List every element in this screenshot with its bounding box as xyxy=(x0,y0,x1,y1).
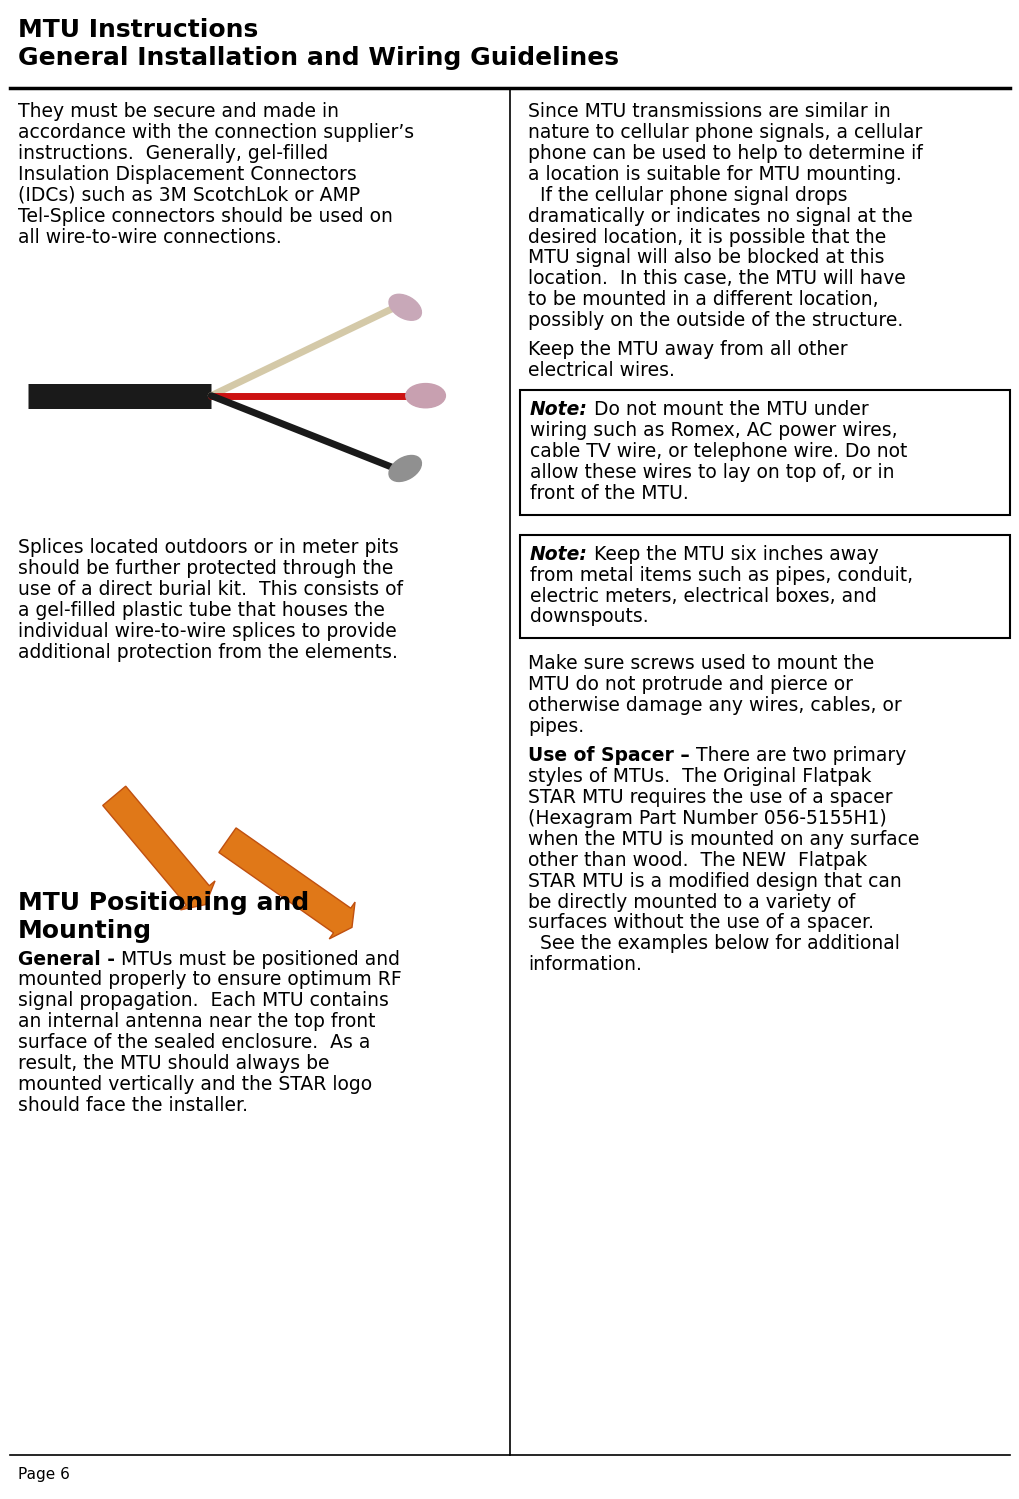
Text: individual wire-to-wire splices to provide: individual wire-to-wire splices to provi… xyxy=(18,622,396,642)
Text: They must be secure and made in: They must be secure and made in xyxy=(18,102,338,121)
Text: use of a direct burial kit.  This consists of: use of a direct burial kit. This consist… xyxy=(18,580,403,600)
Text: allow these wires to lay on top of, or in: allow these wires to lay on top of, or i… xyxy=(530,463,894,481)
Text: a gel-filled plastic tube that houses the: a gel-filled plastic tube that houses th… xyxy=(18,601,384,621)
Text: MTU Positioning and: MTU Positioning and xyxy=(18,890,309,914)
Text: be directly mounted to a variety of: be directly mounted to a variety of xyxy=(528,892,854,911)
Text: front of the MTU.: front of the MTU. xyxy=(530,484,688,502)
Text: styles of MTUs.  The Original Flatpak: styles of MTUs. The Original Flatpak xyxy=(528,767,870,785)
Text: MTUs must be positioned and: MTUs must be positioned and xyxy=(121,949,400,968)
FancyArrow shape xyxy=(219,827,355,938)
Text: accordance with the connection supplier’s: accordance with the connection supplier’… xyxy=(18,123,414,142)
Bar xyxy=(520,535,1009,639)
Text: additional protection from the elements.: additional protection from the elements. xyxy=(18,643,397,663)
Text: should face the installer.: should face the installer. xyxy=(18,1096,248,1115)
Text: MTU do not protrude and pierce or: MTU do not protrude and pierce or xyxy=(528,675,852,694)
FancyArrow shape xyxy=(103,785,215,910)
Ellipse shape xyxy=(406,384,445,408)
Text: Note:: Note: xyxy=(530,544,587,564)
Text: There are two primary: There are two primary xyxy=(696,747,906,764)
Text: should be further protected through the: should be further protected through the xyxy=(18,559,393,579)
Text: other than wood.  The NEW  Flatpak: other than wood. The NEW Flatpak xyxy=(528,850,866,869)
Text: STAR MTU is a modified design that can: STAR MTU is a modified design that can xyxy=(528,871,901,890)
Text: Since MTU transmissions are similar in: Since MTU transmissions are similar in xyxy=(528,102,890,121)
Text: Tel-Splice connectors should be used on: Tel-Splice connectors should be used on xyxy=(18,207,392,226)
Bar xyxy=(520,390,1009,514)
Ellipse shape xyxy=(388,456,421,481)
Text: possibly on the outside of the structure.: possibly on the outside of the structure… xyxy=(528,312,903,330)
Text: See the examples below for additional: See the examples below for additional xyxy=(528,934,899,953)
Text: result, the MTU should always be: result, the MTU should always be xyxy=(18,1054,329,1073)
Text: STAR MTU requires the use of a spacer: STAR MTU requires the use of a spacer xyxy=(528,788,892,806)
Text: If the cellular phone signal drops: If the cellular phone signal drops xyxy=(528,186,847,205)
Text: MTU signal will also be blocked at this: MTU signal will also be blocked at this xyxy=(528,249,883,267)
Text: desired location, it is possible that the: desired location, it is possible that th… xyxy=(528,228,886,246)
Text: Insulation Displacement Connectors: Insulation Displacement Connectors xyxy=(18,165,357,184)
Text: a location is suitable for MTU mounting.: a location is suitable for MTU mounting. xyxy=(528,165,901,184)
Text: Page 6: Page 6 xyxy=(18,1468,70,1483)
Text: surfaces without the use of a spacer.: surfaces without the use of a spacer. xyxy=(528,913,873,932)
Text: Use of Spacer –: Use of Spacer – xyxy=(528,747,696,764)
Ellipse shape xyxy=(388,294,421,321)
Text: electrical wires.: electrical wires. xyxy=(528,361,675,381)
Text: electric meters, electrical boxes, and: electric meters, electrical boxes, and xyxy=(530,586,876,606)
Text: General Installation and Wiring Guidelines: General Installation and Wiring Guidelin… xyxy=(18,46,619,70)
Text: Keep the MTU away from all other: Keep the MTU away from all other xyxy=(528,340,847,360)
Text: an internal antenna near the top front: an internal antenna near the top front xyxy=(18,1012,375,1031)
Text: MTU Instructions: MTU Instructions xyxy=(18,18,258,42)
Text: surface of the sealed enclosure.  As a: surface of the sealed enclosure. As a xyxy=(18,1033,370,1052)
Text: Splices located outdoors or in meter pits: Splices located outdoors or in meter pit… xyxy=(18,538,398,558)
Text: mounted properly to ensure optimum RF: mounted properly to ensure optimum RF xyxy=(18,970,401,989)
Text: (IDCs) such as 3M ScotchLok or AMP: (IDCs) such as 3M ScotchLok or AMP xyxy=(18,186,360,205)
Text: signal propagation.  Each MTU contains: signal propagation. Each MTU contains xyxy=(18,991,388,1010)
Text: location.  In this case, the MTU will have: location. In this case, the MTU will hav… xyxy=(528,270,905,288)
Text: otherwise damage any wires, cables, or: otherwise damage any wires, cables, or xyxy=(528,696,901,715)
Text: (Hexagram Part Number 056-5155H1): (Hexagram Part Number 056-5155H1) xyxy=(528,809,886,827)
Text: when the MTU is mounted on any surface: when the MTU is mounted on any surface xyxy=(528,830,918,848)
Text: General -: General - xyxy=(18,949,121,968)
Text: dramatically or indicates no signal at the: dramatically or indicates no signal at t… xyxy=(528,207,912,226)
Bar xyxy=(18,676,478,875)
Text: instructions.  Generally, gel-filled: instructions. Generally, gel-filled xyxy=(18,144,328,163)
Text: nature to cellular phone signals, a cellular: nature to cellular phone signals, a cell… xyxy=(528,123,921,142)
Text: pipes.: pipes. xyxy=(528,717,584,736)
Text: Keep the MTU six inches away: Keep the MTU six inches away xyxy=(587,544,877,564)
Text: information.: information. xyxy=(528,955,641,974)
Text: Do not mount the MTU under: Do not mount the MTU under xyxy=(587,400,868,420)
Text: Mounting: Mounting xyxy=(18,919,152,943)
Text: Make sure screws used to mount the: Make sure screws used to mount the xyxy=(528,655,873,673)
Text: Note:: Note: xyxy=(530,400,587,420)
Text: wiring such as Romex, AC power wires,: wiring such as Romex, AC power wires, xyxy=(530,421,897,439)
Text: phone can be used to help to determine if: phone can be used to help to determine i… xyxy=(528,144,922,163)
Text: cable TV wire, or telephone wire. Do not: cable TV wire, or telephone wire. Do not xyxy=(530,442,907,460)
Text: from metal items such as pipes, conduit,: from metal items such as pipes, conduit, xyxy=(530,565,912,585)
Text: to be mounted in a different location,: to be mounted in a different location, xyxy=(528,291,877,309)
Text: downspouts.: downspouts. xyxy=(530,607,648,627)
Text: all wire-to-wire connections.: all wire-to-wire connections. xyxy=(18,228,281,246)
Text: mounted vertically and the STAR logo: mounted vertically and the STAR logo xyxy=(18,1075,372,1094)
Bar xyxy=(18,261,478,520)
